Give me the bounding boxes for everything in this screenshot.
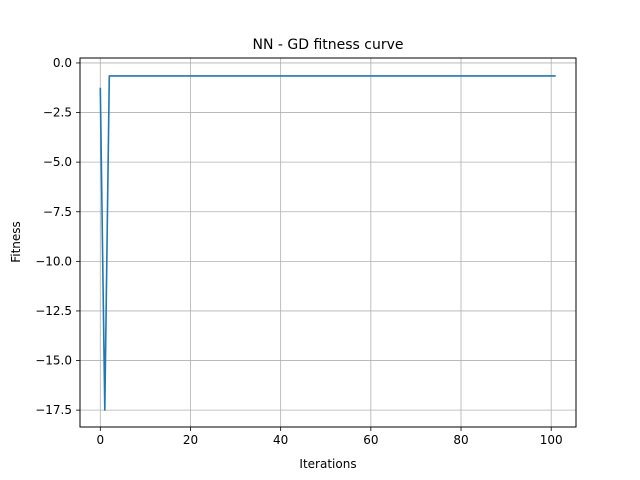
y-tick-label: −17.5 bbox=[35, 403, 72, 417]
x-tick-label: 80 bbox=[453, 433, 468, 447]
fitness-line bbox=[99, 75, 556, 411]
y-tick-label: −15.0 bbox=[35, 354, 72, 368]
grid bbox=[80, 58, 576, 427]
y-tick-label: −5.0 bbox=[43, 155, 72, 169]
x-tick-label: 100 bbox=[540, 433, 563, 447]
x-tick-label: 60 bbox=[363, 433, 378, 447]
x-tick-label: 0 bbox=[96, 433, 104, 447]
x-tick-label: 40 bbox=[273, 433, 288, 447]
y-tick-label: 0.0 bbox=[53, 56, 72, 70]
x-tick-label: 20 bbox=[183, 433, 198, 447]
y-tick-label: −7.5 bbox=[43, 205, 72, 219]
plot-frame bbox=[79, 57, 577, 428]
y-tick-label: −10.0 bbox=[35, 254, 72, 268]
series-layer bbox=[99, 75, 556, 411]
y-tick-label: −2.5 bbox=[43, 106, 72, 120]
x-axis-label: Iterations bbox=[299, 457, 356, 471]
chart-title: NN - GD fitness curve bbox=[252, 37, 403, 53]
y-tick-label: −12.5 bbox=[35, 304, 72, 318]
y-axis-label: Fitness bbox=[9, 221, 23, 263]
ticks: 0 20 40 60 80 100 0.0 −2.5 −5.0 −7.5 −10.0 −12.5 −15… bbox=[35, 56, 562, 447]
